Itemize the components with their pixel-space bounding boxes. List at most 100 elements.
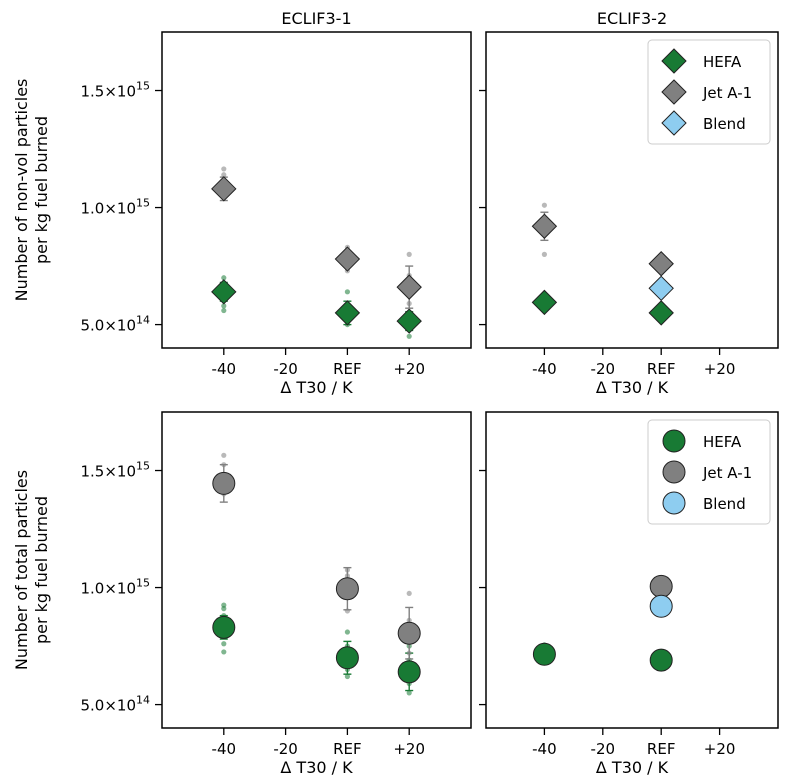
x-tick-label: REF — [333, 740, 362, 758]
y-axis-label-line1: Number of total particles — [12, 470, 31, 670]
panel-0-1: -40 -20 REF +20 Δ T30 / K ECLIF3-2 HEFA Jet A-1… — [479, 9, 779, 397]
y-tick-mantissa: 1.0×10 — [80, 580, 136, 598]
legend-marker — [661, 48, 687, 74]
legend-label: HEFA — [703, 53, 742, 71]
raw-point — [406, 590, 412, 597]
data-marker — [335, 577, 359, 601]
legend-label: HEFA — [703, 433, 742, 451]
data-marker — [649, 574, 673, 598]
series-HEFA — [212, 602, 421, 696]
raw-point — [221, 452, 227, 458]
data-marker — [211, 176, 237, 202]
legend-marker — [662, 429, 686, 453]
panel-title: ECLIF3-1 — [281, 9, 351, 28]
data-marker — [531, 289, 558, 316]
y-tick-label: 1.0×1015 — [80, 577, 150, 598]
series-Jet A-1 — [531, 202, 674, 277]
x-axis-label: Δ T30 / K — [280, 758, 353, 777]
raw-point — [221, 641, 227, 647]
x-axis-label: Δ T30 / K — [280, 378, 353, 397]
raw-point — [406, 333, 412, 339]
axes-frame — [485, 411, 779, 729]
data-marker — [211, 279, 237, 305]
legend-label: Blend — [703, 495, 746, 513]
raw-point — [406, 251, 412, 257]
y-tick-mantissa: 1.5×10 — [80, 463, 136, 481]
y-axis-label-line2: per kg fuel burned — [32, 116, 51, 264]
series-Blend — [649, 594, 673, 618]
data-marker — [648, 251, 674, 277]
y-tick-exponent: 14 — [136, 314, 150, 327]
series-HEFA — [211, 275, 422, 339]
y-tick-mantissa: 5.0×10 — [80, 697, 136, 715]
x-tick-label: -20 — [591, 740, 616, 758]
y-tick-exponent: 15 — [136, 577, 150, 590]
raw-point — [541, 251, 548, 257]
series-Blend — [648, 275, 674, 302]
legend-marker — [661, 110, 687, 136]
legend-marker — [662, 460, 686, 484]
raw-point — [344, 673, 350, 680]
y-tick-exponent: 14 — [136, 694, 150, 707]
data-marker — [397, 660, 421, 684]
axes-frame — [485, 31, 779, 349]
raw-point — [221, 602, 227, 608]
x-tick-label: -20 — [273, 360, 298, 378]
y-tick-exponent: 15 — [136, 197, 150, 210]
data-marker — [397, 621, 421, 645]
raw-point — [406, 690, 412, 696]
series-HEFA — [531, 289, 674, 326]
panel-1-0: -40 -20 REF +20Δ T30 / K5.0×10141.0×10151.5… — [12, 411, 472, 777]
x-tick-label: +20 — [393, 740, 425, 758]
series-HEFA — [532, 642, 673, 672]
y-axis-label-line1: Number of non-vol particles — [12, 79, 31, 302]
raw-point — [344, 289, 350, 295]
x-tick-label: -40 — [532, 740, 557, 758]
axes-frame — [161, 31, 472, 349]
legend: HEFA Jet A-1 Blend — [647, 39, 771, 145]
x-tick-label: -40 — [212, 740, 237, 758]
x-tick-label: -40 — [212, 360, 237, 378]
y-tick-label: 1.0×1015 — [80, 197, 150, 218]
legend-marker — [661, 79, 687, 105]
panel-title: ECLIF3-2 — [597, 9, 667, 28]
y-tick-mantissa: 5.0×10 — [80, 317, 136, 335]
raw-point — [221, 307, 227, 314]
raw-point — [541, 202, 548, 208]
x-tick-label: REF — [647, 740, 676, 758]
data-marker — [649, 648, 673, 672]
legend-marker — [662, 491, 686, 515]
data-marker — [531, 213, 558, 239]
x-tick-label: -20 — [591, 360, 616, 378]
axes-frame — [161, 411, 472, 729]
y-tick-label: 5.0×1014 — [80, 314, 150, 335]
x-tick-label: +20 — [704, 740, 736, 758]
raw-point — [221, 275, 227, 281]
data-marker — [334, 300, 361, 326]
series-Jet A-1 — [212, 452, 421, 660]
data-marker — [649, 594, 673, 618]
y-axis-label-line2: per kg fuel burned — [32, 496, 51, 644]
series-Jet A-1 — [649, 574, 673, 598]
y-tick-label: 1.5×1015 — [80, 460, 150, 481]
x-tick-label: -20 — [273, 740, 298, 758]
y-tick-label: 1.5×1015 — [80, 80, 150, 101]
y-tick-exponent: 15 — [136, 80, 150, 93]
data-marker — [212, 615, 236, 639]
data-marker — [648, 275, 674, 302]
x-axis-label: Δ T30 / K — [596, 758, 669, 777]
x-tick-label: -40 — [532, 360, 557, 378]
legend: HEFA Jet A-1 Blend — [647, 419, 771, 525]
x-tick-label: +20 — [393, 360, 425, 378]
data-marker — [335, 646, 359, 670]
legend-label: Blend — [703, 115, 746, 133]
data-marker — [648, 300, 674, 326]
y-tick-exponent: 15 — [136, 460, 150, 473]
legend-label: Jet A-1 — [702, 464, 752, 482]
series-Jet A-1 — [211, 166, 422, 309]
data-marker — [334, 246, 361, 272]
raw-point — [221, 172, 227, 178]
raw-point — [344, 629, 350, 635]
x-tick-label: +20 — [704, 360, 736, 378]
